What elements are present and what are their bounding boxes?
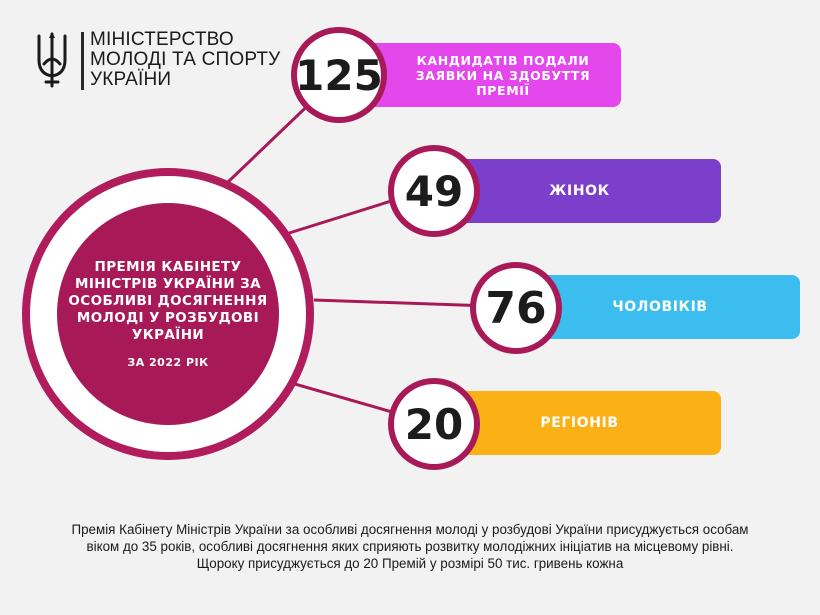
award-circle: Премія Кабінету Міністрів України за осо… <box>57 203 279 425</box>
ministry-name: МІНІСТЕРСТВО МОЛОДІ ТА СПОРТУ УКРАЇНИ <box>90 30 280 90</box>
stat-bar-women: ЖІНОК <box>438 159 721 223</box>
stat-number-circle-women: 49 <box>388 145 480 237</box>
stat-label-candidates: КАНДИДАТІВ ПОДАЛИ ЗАЯВКИ НА ЗДОБУТТЯ ПРЕ… <box>415 52 591 98</box>
stat-number-regions: 20 <box>394 384 474 464</box>
stat-number-men: 76 <box>476 268 556 348</box>
connector-line-3 <box>313 298 491 308</box>
stat-label-women: ЖІНОК <box>549 183 610 199</box>
footer-line3: Щороку присуджується до 20 Премій у розм… <box>196 556 624 571</box>
stat-label-men: ЧОЛОВІКІВ <box>612 299 708 315</box>
footer-line1: Премія Кабінету Міністрів України за осо… <box>71 522 749 537</box>
ministry-name-line3: УКРАЇНИ <box>90 69 172 90</box>
trident-icon <box>37 32 67 88</box>
stat-number-circle-regions: 20 <box>388 378 480 470</box>
award-title: Премія Кабінету Міністрів України за осо… <box>68 259 268 343</box>
stat-bar-candidates: КАНДИДАТІВ ПОДАЛИ ЗАЯВКИ НА ЗДОБУТТЯ ПРЕ… <box>355 43 621 107</box>
footer-line2: віком до 35 років, особливі досягнення я… <box>86 539 734 554</box>
stat-number-candidates: 125 <box>295 33 383 117</box>
stat-number-circle-candidates: 125 <box>291 27 387 123</box>
ministry-name-line2: МОЛОДІ ТА СПОРТУ <box>90 49 281 70</box>
stat-number-women: 49 <box>394 151 474 231</box>
ministry-logo: МІНІСТЕРСТВО МОЛОДІ ТА СПОРТУ УКРАЇНИ <box>33 30 353 100</box>
ministry-name-line1: МІНІСТЕРСТВО <box>90 29 234 50</box>
stat-bar-regions: РЕГІОНІВ <box>438 391 721 455</box>
award-year: ЗА 2022 РІК <box>127 356 209 369</box>
stat-bar-men: ЧОЛОВІКІВ <box>520 275 800 339</box>
stat-label-regions: РЕГІОНІВ <box>540 415 619 431</box>
footer-description: Премія Кабінету Міністрів України за осо… <box>40 521 780 572</box>
logo-divider <box>81 32 84 90</box>
stat-number-circle-men: 76 <box>470 262 562 354</box>
